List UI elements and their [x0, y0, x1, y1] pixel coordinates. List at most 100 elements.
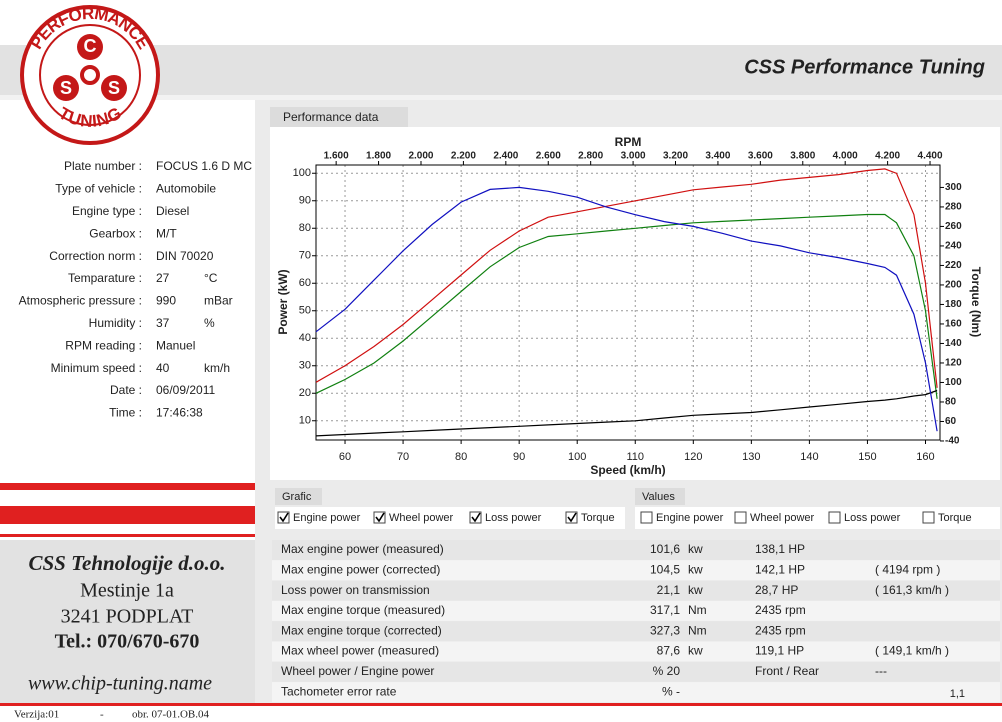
footer-line [0, 703, 1002, 706]
footer-dash: - [100, 709, 104, 721]
info-value: Diesel [156, 204, 189, 218]
x-tick-label: 160 [916, 451, 934, 463]
row-extra: 2435 rpm [755, 623, 806, 637]
row-extra: Front / Rear [755, 664, 819, 678]
y-tick-label: 10 [299, 415, 311, 427]
row-last: 1,1 [950, 688, 965, 700]
checkbox[interactable] [640, 511, 653, 524]
y2-tick-label: 100 [945, 377, 962, 388]
x2-tick-label: 4.200 [875, 151, 900, 162]
values-box [635, 507, 1000, 529]
row-label: Max engine power (measured) [281, 542, 444, 556]
row-extra: 119,1 HP [755, 644, 804, 658]
row-note: ( 149,1 km/h ) [875, 644, 949, 658]
y2-tick-label: 240 [945, 241, 962, 252]
info-label: Correction norm : [49, 249, 142, 263]
checkbox[interactable] [734, 511, 747, 524]
company-street: Mestinje 1a [80, 580, 174, 602]
y2-tick-label: 260 [945, 221, 962, 232]
checkbox[interactable] [469, 511, 482, 524]
x2-tick-label: 1.800 [366, 151, 391, 162]
x-tick-label: 100 [568, 451, 586, 463]
y-tick-label: 30 [299, 360, 311, 372]
y2-tick-label: 280 [945, 202, 962, 213]
info-label: Time : [109, 406, 142, 420]
checkbox-label: Loss power [844, 512, 901, 524]
y2-tick-label: -40 [945, 436, 960, 447]
checkbox-label: Engine power [656, 512, 724, 524]
check-mark [567, 512, 577, 523]
row-label: Loss power on transmission [281, 583, 430, 597]
checkbox[interactable] [922, 511, 935, 524]
grafic-title: Grafic [282, 491, 312, 503]
y2-tick-label: 140 [945, 338, 962, 349]
series-line [315, 213, 938, 399]
company-phone: Tel.: 070/670-670 [55, 631, 200, 653]
red-bar [0, 483, 255, 490]
info-value: DIN 70020 [156, 249, 214, 263]
series-line [315, 389, 938, 437]
chart-box [270, 127, 1000, 480]
x2-tick-label: 3.600 [748, 151, 773, 162]
row-note: ( 161,3 km/h ) [875, 583, 949, 597]
check-mark [375, 512, 385, 523]
table-row [272, 661, 1000, 682]
x2-tick-label: 2.200 [451, 151, 476, 162]
x2-axis-label: RPM [615, 135, 642, 149]
checkbox-label: Loss power [485, 512, 542, 524]
table-row [272, 540, 1000, 560]
tab[interactable] [270, 107, 408, 127]
x2-tick-label: 3.400 [705, 151, 730, 162]
info-value: 990 [156, 294, 176, 308]
y-tick-label: 40 [299, 332, 311, 344]
row-extra: 138,1 HP [755, 542, 805, 556]
x-tick-label: 110 [626, 451, 644, 463]
row-value: 87,6 [657, 644, 681, 658]
row-note: ( 4194 rpm ) [875, 562, 940, 576]
y2-tick-label: 220 [945, 260, 962, 271]
row-unit: Nm [688, 603, 707, 617]
checkbox[interactable] [373, 511, 386, 524]
y2-tick-label: 60 [945, 416, 957, 427]
x2-tick-label: 2.600 [536, 151, 561, 162]
section-tab [275, 488, 322, 505]
row-unit: kw [688, 583, 703, 597]
info-value: 27 [156, 271, 170, 285]
company-web: www.chip-tuning.name [28, 673, 212, 695]
red-bar [0, 506, 255, 524]
plot-frame [315, 164, 941, 441]
x2-tick-label: 4.400 [918, 151, 943, 162]
info-unit: km/h [204, 361, 230, 375]
x-axis-label: Speed (km/h) [590, 463, 665, 477]
x-tick-label: 120 [684, 451, 702, 463]
footer-version: Verzija:01 [14, 709, 59, 721]
table-row [272, 580, 1000, 601]
x2-tick-label: 3.200 [663, 151, 688, 162]
row-value: % 20 [653, 664, 681, 678]
row-unit: kw [688, 562, 703, 576]
checkbox[interactable] [277, 511, 290, 524]
info-label: Atmospheric pressure : [19, 294, 142, 308]
info-label: Gearbox : [89, 226, 142, 240]
info-value: Manuel [156, 338, 195, 352]
x2-tick-label: 2.400 [493, 151, 518, 162]
checkbox[interactable] [565, 511, 578, 524]
checkbox-label: Torque [581, 512, 615, 524]
checkbox[interactable] [828, 511, 841, 524]
check-mark [471, 512, 481, 523]
header-bar [0, 45, 1002, 95]
x2-tick-label: 1.600 [324, 151, 349, 162]
x-tick-label: 80 [455, 451, 467, 463]
y-tick-label: 100 [293, 167, 311, 179]
table-row [272, 560, 1000, 581]
info-label: Date : [110, 383, 142, 397]
row-unit: kw [688, 542, 703, 556]
x2-tick-label: 2.000 [408, 151, 433, 162]
logo-letter: C [84, 36, 97, 56]
row-label: Max engine torque (measured) [281, 603, 445, 617]
row-extra: 2435 rpm [755, 603, 806, 617]
info-label: RPM reading : [65, 338, 142, 352]
x-tick-label: 60 [339, 451, 351, 463]
logo-letter: S [60, 78, 72, 98]
